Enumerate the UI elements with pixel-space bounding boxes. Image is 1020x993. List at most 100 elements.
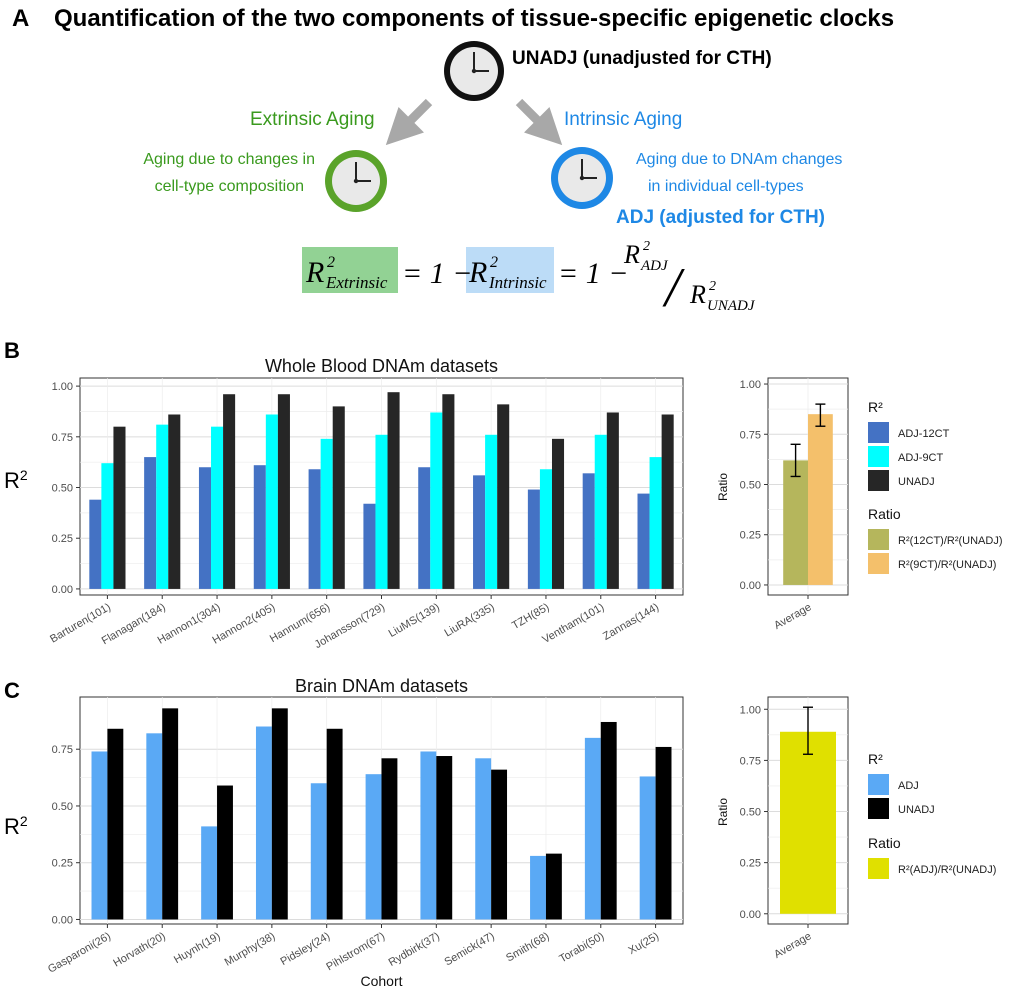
bar-adj-12ct (308, 469, 321, 589)
y-tick-label: 0.75 (740, 755, 761, 767)
bar-unadj (545, 853, 562, 920)
extrinsic-desc-line-1: Aging due to changes in (143, 151, 315, 168)
formula-eq-2: = 1 − (558, 257, 629, 290)
y-tick-label: 0.50 (740, 807, 761, 819)
formula-unadj-sub: UNADJ (707, 298, 756, 314)
bar-adj-9ct (649, 457, 662, 589)
bar-adj (420, 751, 437, 920)
legend-r2-blood: R² ADJ-12CT ADJ-9CT UNADJ (868, 399, 950, 491)
bar-unadj (442, 394, 455, 589)
legend-title: Ratio (868, 506, 901, 522)
legend-swatch (868, 553, 889, 574)
whole-blood-ratio-chart: 0.00 0.25 0.50 0.75 1.00 Average Ratio (716, 377, 849, 632)
extrinsic-highlight (302, 247, 398, 293)
panel-c-ylabel-sup: 2 (20, 813, 28, 829)
panel-c-ylabel-r: R (4, 814, 20, 839)
bar-unadj (332, 406, 345, 589)
legend-label: UNADJ (898, 804, 935, 816)
formula-sq-1: 2 (327, 254, 335, 271)
legend-swatch (868, 470, 889, 491)
bar-adj-9ct (430, 412, 443, 589)
bar-adj (639, 776, 656, 920)
bar-adj-12ct (473, 475, 486, 589)
panel-letter-b: B (4, 338, 20, 363)
x-tick-label: LiuMS(139) (387, 601, 442, 640)
bar-unadj (551, 438, 565, 589)
intrinsic-title: Intrinsic Aging (564, 109, 682, 130)
bar-unadj (326, 728, 343, 920)
brain-ratio-chart: 0.00 0.25 0.50 0.75 1.00 Average Ratio (716, 696, 849, 961)
bar-adj-12ct (582, 473, 595, 589)
bar-adj-9ct (320, 438, 333, 589)
y-tick-label: 0.75 (740, 429, 761, 441)
x-axis-label: Cohort (360, 973, 402, 989)
legend-swatch (868, 529, 889, 550)
x-tick-label: Smith(68) (504, 930, 551, 964)
x-tick-label: LiuRA(335) (442, 601, 496, 639)
formula-r-extrinsic: R (305, 256, 324, 289)
bar-adj-12ct (144, 457, 157, 589)
y-axis-label: Ratio (716, 473, 730, 501)
chart-title: Brain DNAm datasets (295, 676, 468, 696)
legend-swatch (868, 858, 889, 879)
bar-unadj (113, 426, 126, 589)
bar-adj-9ct (375, 434, 388, 589)
legend-label: R²(9CT)/R²(UNADJ) (898, 559, 996, 571)
legend-label: ADJ (898, 780, 919, 792)
panel-letter-a: A (12, 5, 29, 32)
brain-chart: 0.00 0.25 0.50 0.75 Gasparoni(26)Horvath(20)… (46, 676, 684, 989)
legend-label: ADJ-9CT (898, 452, 944, 464)
bar-adj-12ct (253, 465, 266, 589)
extrinsic-arrow-icon (385, 98, 433, 146)
intrinsic-arrow-icon (515, 98, 563, 146)
formula-r-intrinsic: R (468, 256, 487, 289)
bar-unadj (217, 785, 233, 920)
bar-adj (584, 737, 601, 920)
x-tick-label: Gasparoni(26) (46, 930, 113, 976)
legend-title: Ratio (868, 835, 901, 851)
intrinsic-highlight (466, 247, 554, 293)
bar-adj-9ct (485, 434, 498, 589)
legend-swatch (868, 422, 889, 443)
x-tick-label: Murphy(38) (223, 930, 278, 969)
legend-ratio-blood: Ratio R²(12CT)/R²(UNADJ) R²(9CT)/R²(UNADJ) (868, 506, 1003, 574)
y-tick-label: 0.50 (740, 479, 761, 491)
extrinsic-desc-line-2: cell-type composition (155, 178, 304, 195)
legend-title: R² (868, 399, 883, 415)
x-tick-label: Rydbirk(37) (387, 930, 442, 969)
bar-adj-12ct (527, 489, 540, 589)
panel-b-ylabel-sup: 2 (20, 467, 28, 483)
y-tick-label: 0.75 (52, 744, 73, 756)
bar-adj (255, 726, 272, 920)
bar-adj-12ct (89, 499, 102, 589)
y-tick-label: 0.50 (52, 801, 73, 813)
legend-swatch (868, 798, 889, 819)
bar-unadj (606, 412, 619, 589)
x-tick-label: Ventham(101) (540, 601, 606, 646)
legend-title: R² (868, 751, 883, 767)
bar-unadj (491, 769, 508, 920)
y-tick-label: 0.25 (740, 530, 761, 542)
unadj-label: UNADJ (unadjusted for CTH) (512, 48, 772, 69)
formula-sq-3: 2 (643, 239, 650, 254)
y-tick-label: 1.00 (52, 381, 73, 393)
bar-adj-12ct (363, 503, 376, 589)
bar-adj-9ct (211, 426, 224, 589)
formula: R 2 Extrinsic = 1 − R 2 Intrinsic = 1 − … (302, 239, 756, 319)
bar-unadj (168, 414, 181, 589)
panel-b-ylabel-r: R (4, 468, 20, 493)
unadj-clock-icon (444, 41, 504, 101)
bar-adj (91, 751, 108, 920)
whole-blood-chart: 0.000.250.500.751.00Barturen(101)Flanaga… (48, 356, 684, 651)
y-tick-label: 0.25 (740, 858, 761, 870)
bar-adj (365, 774, 382, 920)
intrinsic-desc-line-1: Aging due to DNAm changes (636, 151, 842, 168)
formula-adj-sub: ADJ (640, 258, 669, 274)
bar-adj-9ct (594, 434, 607, 589)
legend-r2-brain: R² ADJ UNADJ (868, 751, 935, 819)
formula-sq-4: 2 (709, 279, 716, 294)
bar-adj-12ct (198, 467, 212, 589)
panel-c-ylabel: R2 (4, 813, 28, 839)
bar-adj (146, 733, 163, 920)
y-tick-label: 0.25 (52, 858, 73, 870)
